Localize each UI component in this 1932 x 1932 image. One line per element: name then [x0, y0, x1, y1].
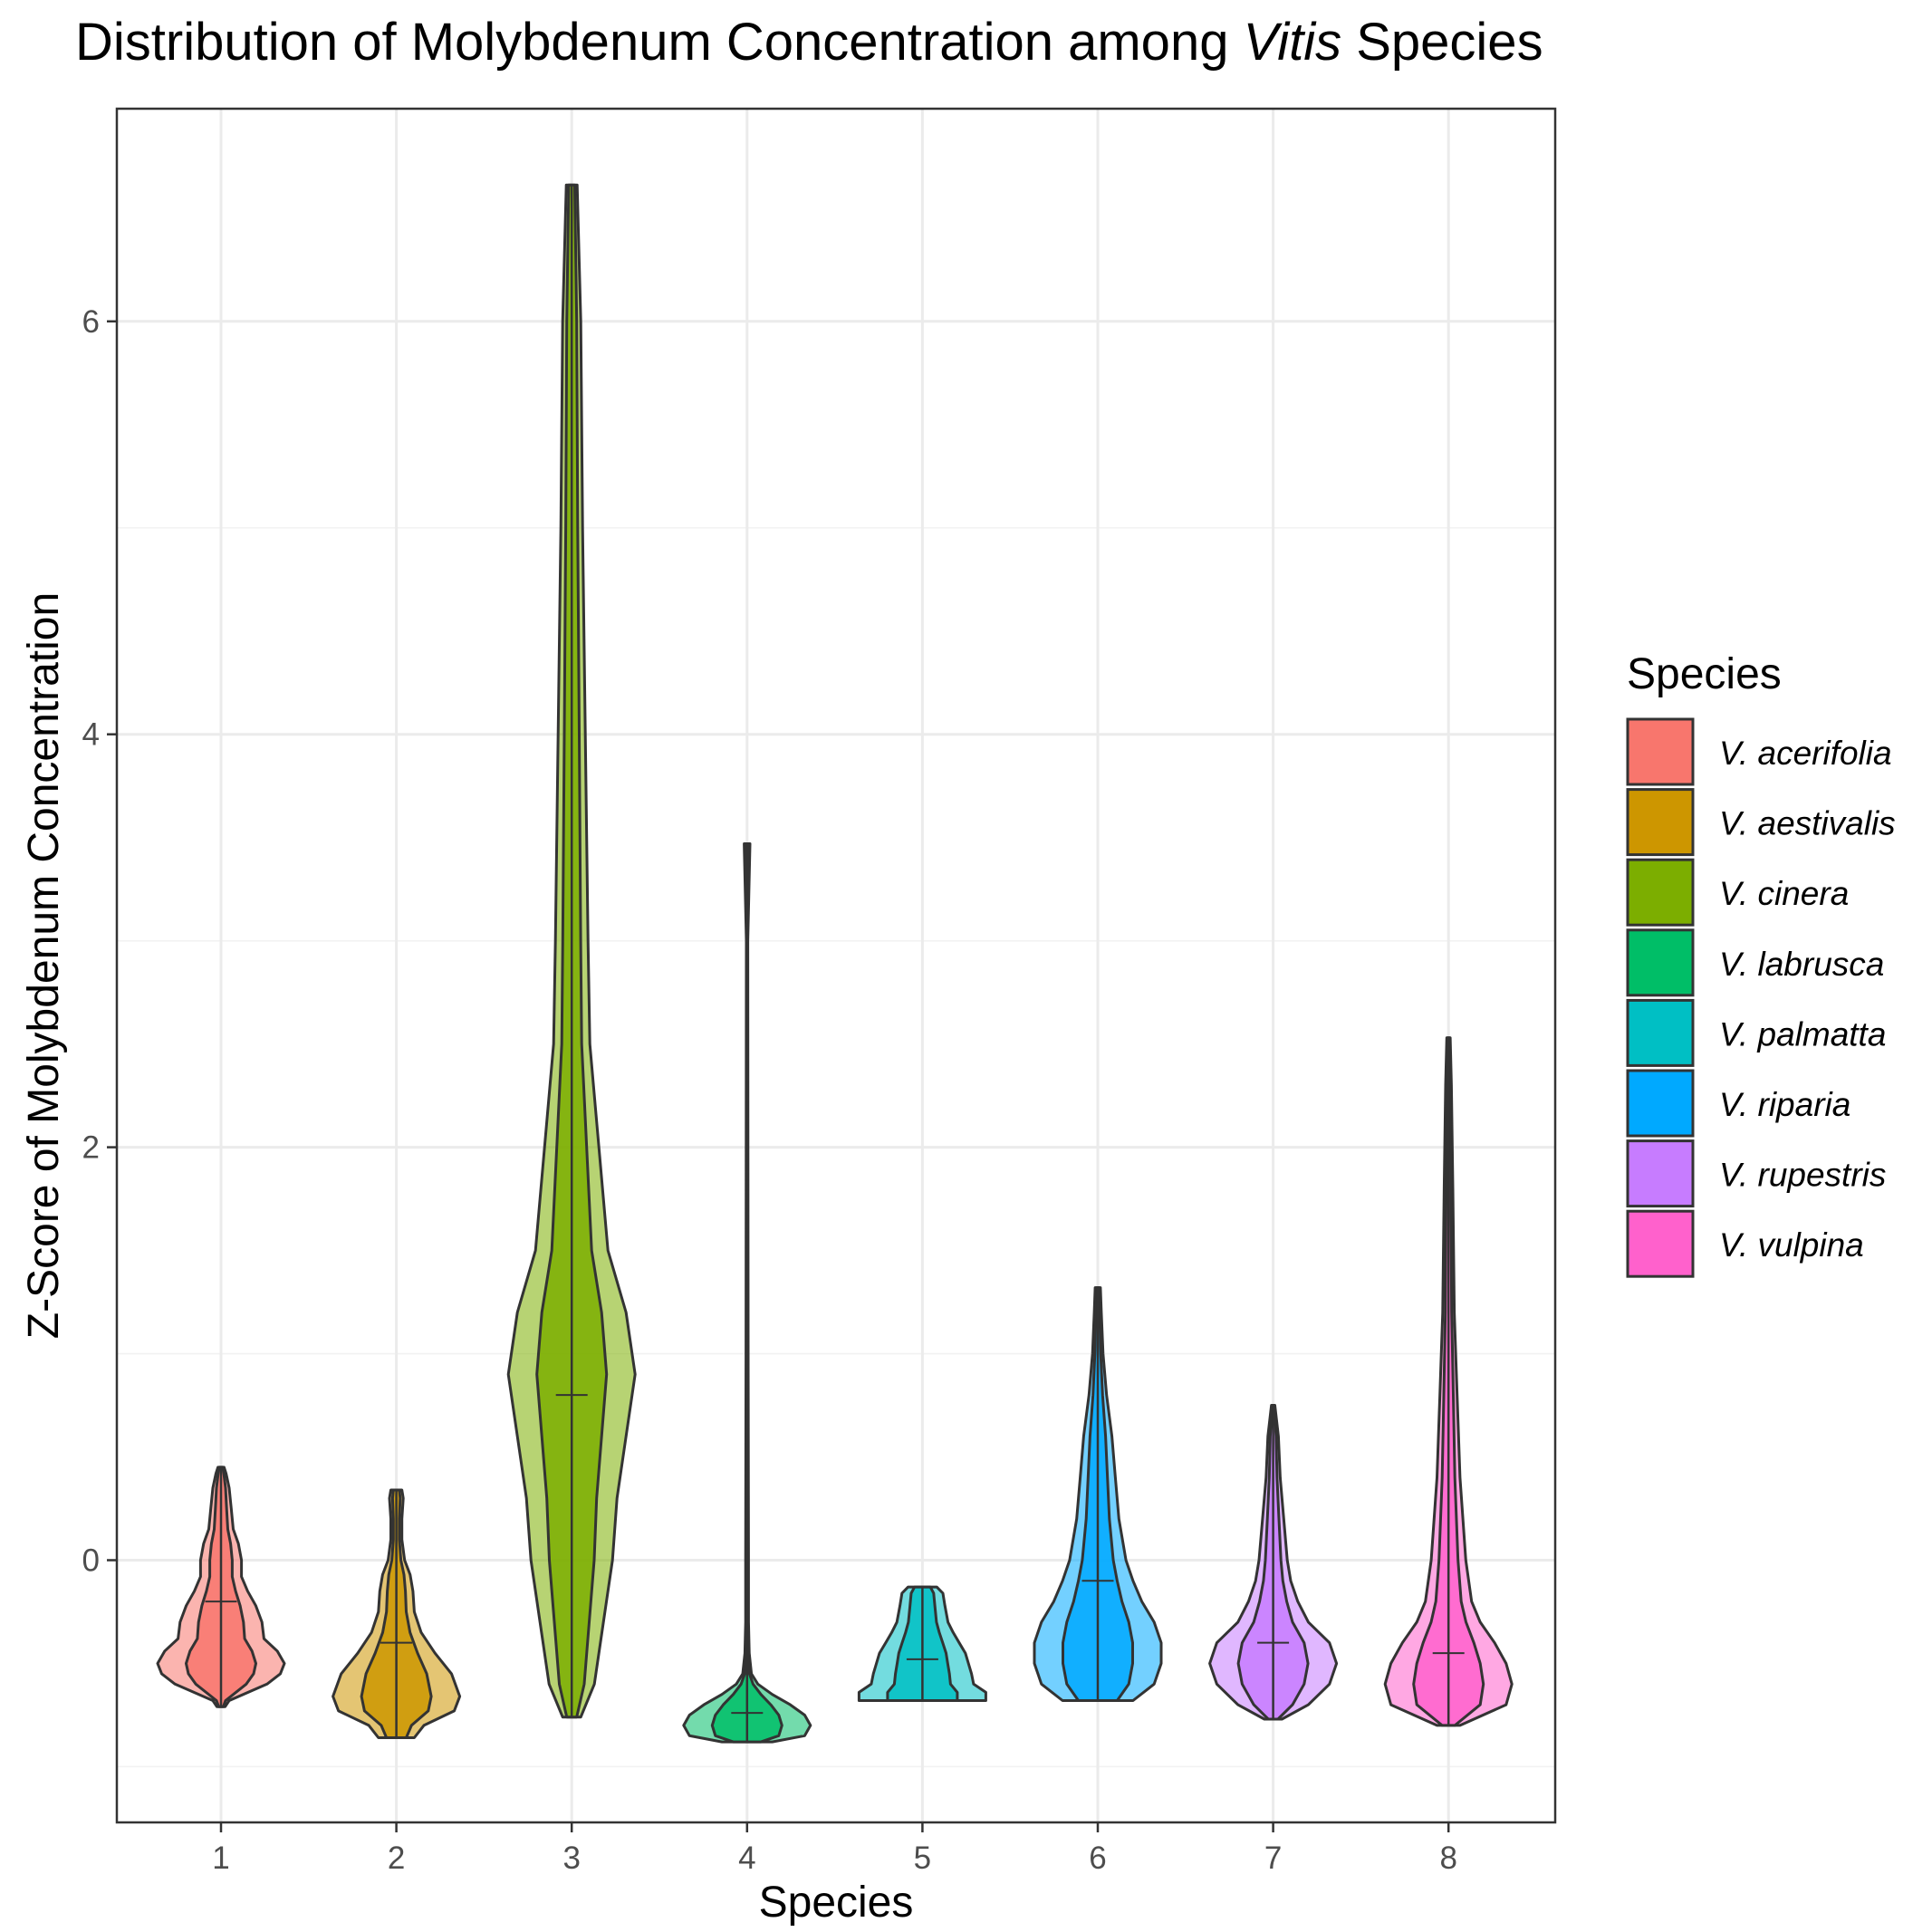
violin-group-1 — [156, 1466, 286, 1708]
violin-group-6 — [1033, 1286, 1163, 1702]
legend-swatch — [1626, 928, 1695, 997]
violin-group-5 — [857, 1585, 987, 1702]
violin-group-3 — [506, 183, 637, 1719]
legend-label: V. riparia — [1719, 1086, 1850, 1123]
legend-swatch — [1626, 788, 1695, 857]
legend-label: V. vulpina — [1719, 1226, 1864, 1264]
legend-label: V. acerifolia — [1719, 735, 1892, 772]
legend-label: V. palmatta — [1719, 1015, 1886, 1053]
legend-swatch — [1626, 1069, 1695, 1138]
y-tick-label: 2 — [82, 1130, 100, 1166]
violins — [156, 183, 1514, 1744]
grid — [117, 109, 1555, 1822]
legend-label: V. rupestris — [1719, 1157, 1886, 1194]
violin-group-8 — [1383, 1036, 1514, 1727]
legend-swatch — [1626, 998, 1695, 1067]
x-tick-label: 3 — [562, 1841, 580, 1876]
x-tick-label: 1 — [212, 1841, 229, 1876]
violin-group-7 — [1208, 1404, 1339, 1721]
y-tick-label: 4 — [82, 717, 100, 753]
x-tick-label: 6 — [1089, 1841, 1106, 1876]
y-tick-label: 6 — [82, 304, 100, 340]
legend-label: V. cinera — [1719, 875, 1849, 912]
x-tick-label: 5 — [914, 1841, 931, 1876]
legend-swatch — [1626, 717, 1695, 786]
panel-border — [115, 107, 1557, 1824]
axes: 1 2 3 4 5 6 7 8 0 2 4 6 — [82, 304, 1457, 1876]
legend-swatch — [1626, 1139, 1695, 1208]
legend: Species V. acerifolia V. aestivalis V. cin… — [1626, 650, 1896, 1278]
x-tick-label: 7 — [1264, 1841, 1282, 1876]
legend-title: Species — [1627, 650, 1782, 698]
x-axis-title: Species — [759, 1879, 914, 1927]
violin-group-2 — [332, 1488, 462, 1739]
legend-swatch — [1626, 1209, 1695, 1278]
legend-swatch — [1626, 858, 1695, 927]
x-tick-label: 4 — [738, 1841, 755, 1876]
y-axis-title: Z-Score of Molybdenum Concentration — [20, 592, 68, 1339]
legend-label: V. labrusca — [1719, 946, 1884, 983]
chart-title: Distribution of Molybdenum Concentration… — [75, 13, 1543, 72]
legend-label: V. aestivalis — [1719, 805, 1896, 842]
violin-group-4 — [682, 842, 812, 1744]
y-tick-label: 0 — [82, 1543, 100, 1579]
x-tick-label: 8 — [1439, 1841, 1456, 1876]
x-tick-label: 2 — [388, 1841, 405, 1876]
